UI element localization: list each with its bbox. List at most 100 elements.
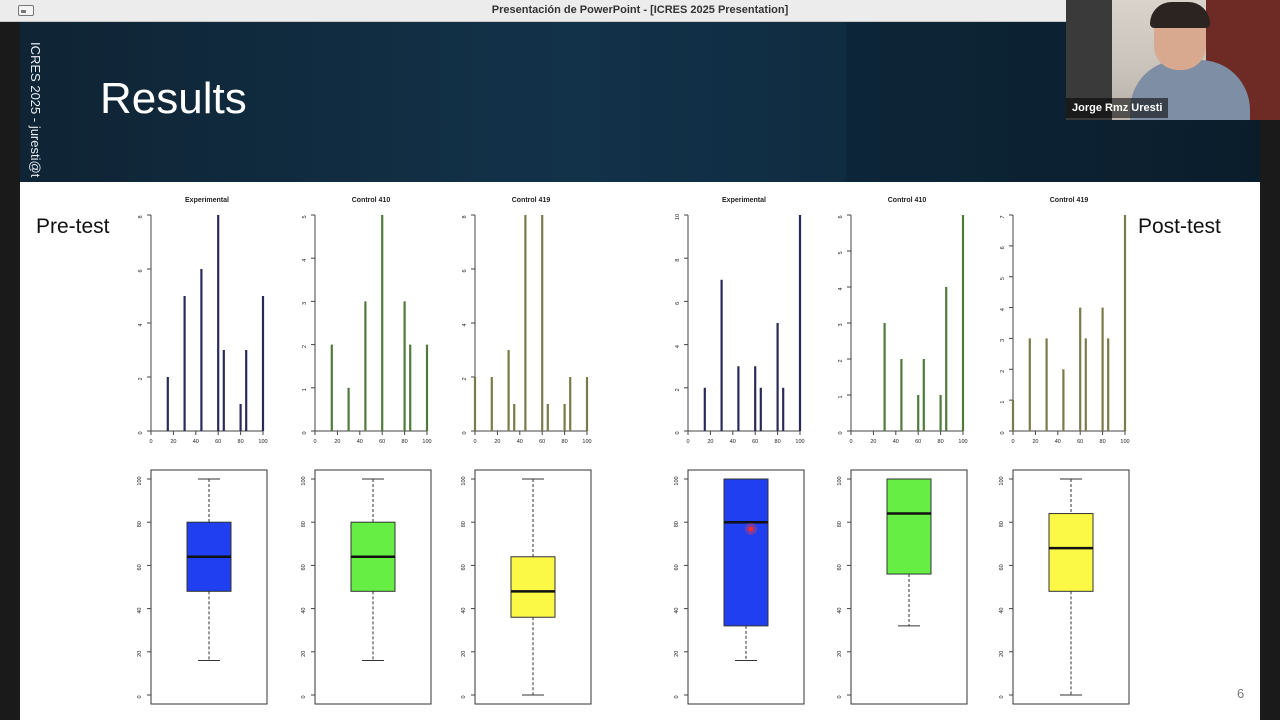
y-tick-label: 6 [675, 302, 681, 305]
y-tick-label: 20 [999, 651, 1005, 657]
y-tick-label: 40 [301, 608, 307, 614]
webcam-video[interactable]: Jorge Rmz Uresti [1066, 0, 1280, 120]
x-tick-label: 100 [422, 439, 431, 445]
y-tick-label: 5 [302, 215, 308, 218]
y-tick-label: 3 [1000, 339, 1006, 342]
x-tick-label: 0 [1011, 439, 1014, 445]
y-tick-label: 4 [462, 323, 468, 326]
x-tick-label: 100 [258, 439, 267, 445]
y-tick-label: 10 [675, 214, 681, 220]
laser-pointer-dot [748, 526, 754, 532]
y-tick-label: 1 [838, 395, 844, 398]
y-tick-label: 60 [674, 564, 680, 570]
y-tick-label: 3 [838, 323, 844, 326]
x-tick-label: 0 [849, 439, 852, 445]
y-tick-label: 5 [838, 251, 844, 254]
x-tick-label: 80 [238, 439, 244, 445]
y-tick-label: 0 [137, 695, 143, 698]
y-tick-label: 40 [999, 608, 1005, 614]
iqr-box [1048, 513, 1094, 592]
y-tick-label: 40 [674, 608, 680, 614]
x-tick-label: 60 [1077, 439, 1083, 445]
participant-hair [1150, 2, 1210, 28]
y-tick-label: 20 [837, 651, 843, 657]
x-tick-label: 100 [958, 439, 967, 445]
y-tick-label: 0 [999, 695, 1005, 698]
boxplot-frame [314, 469, 432, 705]
y-tick-label: 0 [461, 695, 467, 698]
y-tick-label: 2 [838, 359, 844, 362]
x-tick-label: 20 [870, 439, 876, 445]
boxplot-frame [850, 469, 968, 705]
x-tick-label: 60 [379, 439, 385, 445]
participant-name-tag: Jorge Rmz Uresti [1066, 98, 1169, 118]
y-tick-label: 60 [837, 564, 843, 570]
y-tick-label: 1 [1000, 401, 1006, 404]
y-tick-label: 4 [675, 345, 681, 348]
y-tick-label: 4 [1000, 308, 1006, 311]
sidebar-toggle-icon[interactable] [18, 5, 34, 16]
y-tick-label: 100 [999, 476, 1005, 485]
y-tick-label: 2 [138, 377, 144, 380]
y-tick-label: 80 [301, 521, 307, 527]
y-tick-label: 0 [1000, 431, 1006, 434]
slide-page-number: 6 [1237, 686, 1245, 701]
bar-chart-title: Control 419 [1050, 197, 1089, 204]
y-tick-label: 6 [1000, 246, 1006, 249]
x-tick-label: 100 [795, 439, 804, 445]
y-tick-label: 8 [675, 259, 681, 262]
x-tick-label: 20 [1032, 439, 1038, 445]
slide-banner [20, 22, 1260, 182]
y-tick-label: 0 [838, 431, 844, 434]
slide: ICRES 2025 - juresti@t Results Pre-test … [20, 22, 1260, 720]
y-tick-label: 8 [462, 215, 468, 218]
x-tick-label: 80 [562, 439, 568, 445]
boxplot-frame [1012, 469, 1130, 705]
y-tick-label: 0 [301, 695, 307, 698]
bar-chart-title: Control 410 [352, 197, 391, 204]
x-tick-label: 40 [730, 439, 736, 445]
window-titlebar: Presentación de PowerPoint - [ICRES 2025… [0, 0, 1280, 22]
x-tick-label: 80 [1100, 439, 1106, 445]
y-tick-label: 60 [301, 564, 307, 570]
y-tick-label: 100 [137, 476, 143, 485]
x-tick-label: 0 [149, 439, 152, 445]
boxplot-frame [150, 469, 268, 705]
y-tick-label: 80 [837, 521, 843, 527]
y-tick-label: 60 [461, 564, 467, 570]
pre-test-label: Pre-test [36, 215, 110, 238]
iqr-box [510, 556, 556, 618]
y-tick-label: 2 [302, 345, 308, 348]
boxplot-frame [687, 469, 805, 705]
x-tick-label: 0 [686, 439, 689, 445]
boxplot-frame [474, 469, 592, 705]
bar-chart-title: Control 419 [512, 197, 551, 204]
y-tick-label: 60 [137, 564, 143, 570]
y-tick-label: 100 [837, 476, 843, 485]
y-tick-label: 20 [137, 651, 143, 657]
y-tick-label: 4 [838, 287, 844, 290]
x-tick-label: 80 [775, 439, 781, 445]
y-tick-label: 5 [1000, 277, 1006, 280]
y-tick-label: 80 [674, 521, 680, 527]
x-tick-label: 60 [215, 439, 221, 445]
y-tick-label: 0 [675, 431, 681, 434]
y-tick-label: 0 [462, 431, 468, 434]
y-tick-label: 100 [674, 476, 680, 485]
y-tick-label: 7 [1000, 215, 1006, 218]
iqr-box [723, 478, 769, 627]
x-tick-label: 20 [494, 439, 500, 445]
y-tick-label: 20 [301, 651, 307, 657]
x-tick-label: 0 [313, 439, 316, 445]
y-tick-label: 40 [461, 608, 467, 614]
y-tick-label: 80 [999, 521, 1005, 527]
y-tick-label: 0 [837, 695, 843, 698]
x-tick-label: 0 [473, 439, 476, 445]
x-tick-label: 100 [582, 439, 591, 445]
y-tick-label: 4 [138, 323, 144, 326]
y-tick-label: 80 [137, 521, 143, 527]
y-tick-label: 100 [301, 476, 307, 485]
y-tick-label: 4 [302, 259, 308, 262]
y-tick-label: 20 [461, 651, 467, 657]
